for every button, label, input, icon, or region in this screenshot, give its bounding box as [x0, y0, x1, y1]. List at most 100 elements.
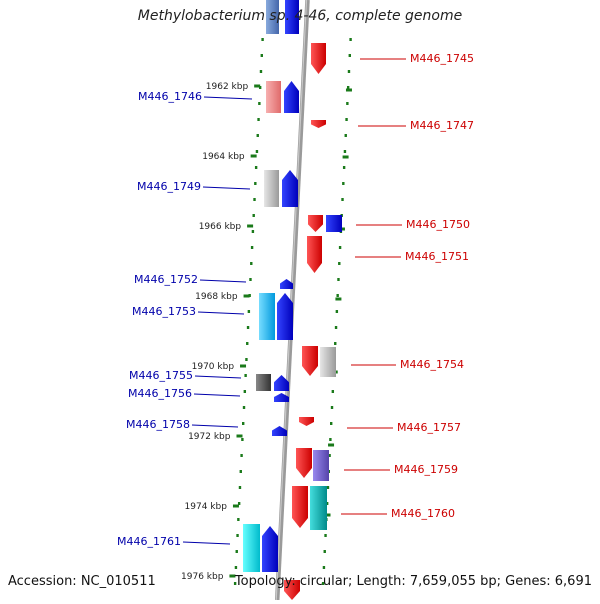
outer-ruler-track-dot [330, 406, 334, 409]
gene-feature-homolog [259, 293, 275, 340]
gene-feature-homolog [310, 486, 327, 530]
outer-ruler-track-dot [323, 550, 326, 553]
gene-label: M446_1746 [138, 90, 202, 103]
gene-feature-homolog [266, 81, 281, 113]
gene-feature-homolog [264, 170, 279, 207]
gene-label: M446_1745 [410, 52, 474, 65]
gene-label: M446_1754 [400, 358, 464, 371]
outer-ruler-track-dot [321, 582, 325, 585]
outer-ruler-track-dot [337, 278, 340, 281]
inner-ruler-track-dot [240, 454, 243, 457]
gene-leader-line [202, 186, 251, 190]
gene-feature-M446_1755 [274, 375, 289, 391]
scale-tick-label: 1962 kbp [206, 82, 249, 92]
inner-ruler-track-dot [246, 326, 250, 329]
inner-ruler-track-dot [242, 422, 245, 425]
scale-tick-label: 1972 kbp [188, 432, 231, 442]
outer-scale-tick [342, 155, 349, 159]
scale-tick [232, 504, 239, 508]
outer-scale-tick [345, 88, 352, 92]
gene-label: M446_1755 [129, 369, 193, 382]
gene-label: M446_1761 [117, 535, 181, 548]
gene-feature-partial [285, 0, 299, 34]
inner-ruler-track-dot [259, 70, 263, 73]
inner-ruler-track-dot [253, 198, 256, 201]
gene-label: M446_1752 [134, 273, 198, 286]
gene-feature-M446_1757 [299, 417, 314, 426]
gene-feature-homolog [320, 347, 336, 377]
gene-leader-line [193, 393, 241, 397]
inner-ruler-track-dot [258, 102, 261, 105]
inner-ruler-track-dot [239, 470, 242, 473]
outer-scale-tick [335, 297, 342, 301]
gene-feature-M446_1752 [280, 279, 293, 289]
gene-label: M446_1751 [405, 250, 469, 263]
scale-tick [254, 84, 261, 88]
gene-label: M446_1756 [128, 387, 192, 400]
scale-tick-label: 1966 kbp [199, 222, 242, 232]
inner-ruler-track-dot [256, 134, 259, 137]
inner-ruler-track-dot [243, 390, 247, 393]
gene-label: M446_1757 [397, 421, 461, 434]
map-title: Methylobacterium sp. 4-46, complete geno… [137, 8, 463, 24]
outer-ruler-track-dot [338, 246, 342, 249]
outer-ruler-track-dot [326, 486, 330, 489]
gene-feature-M446_1756 [274, 393, 289, 402]
gene-label: M446_1758 [126, 418, 190, 431]
gene-leader-line [194, 375, 242, 379]
gene-feature-M446_1754 [302, 346, 318, 376]
inner-ruler-track-dot [235, 550, 238, 553]
genome-backbone-highlight [275, 0, 308, 601]
inner-ruler-track-dot [254, 166, 258, 169]
inner-ruler-track-dot [254, 182, 257, 185]
outer-ruler-track-dot [324, 534, 327, 537]
inner-ruler-track-dot [251, 230, 255, 233]
outer-ruler-track-dot [329, 438, 332, 441]
gene-feature-homolog [243, 524, 260, 572]
scale-tick [247, 224, 254, 228]
gene-label: M446_1753 [132, 305, 196, 318]
scale-tick-label: 1976 kbp [181, 572, 224, 582]
inner-ruler-track-dot [237, 502, 241, 505]
gene-feature-M446_1758 [272, 426, 287, 436]
gene-feature-partial [284, 580, 300, 600]
gene-feature-M446_1750 [308, 215, 323, 232]
outer-ruler-track-dot [328, 454, 331, 457]
outer-ruler-track-dot [325, 502, 329, 505]
inner-ruler-track-dot [250, 246, 254, 249]
outer-ruler-track-dot [342, 166, 346, 169]
gene-label: M446_1760 [391, 507, 455, 520]
gene-feature-M446_1751 [307, 236, 322, 273]
outer-ruler-track-dot [344, 134, 347, 137]
gene-feature-M446_1753 [277, 293, 293, 340]
gene-feature-homolog [313, 450, 329, 481]
gene-label: M446_1759 [394, 463, 458, 476]
inner-ruler-track-dot [261, 38, 264, 41]
scale-tick-label: 1970 kbp [192, 362, 235, 372]
gene-feature-M446_1745 [311, 43, 326, 74]
inner-ruler-track-dot [246, 342, 249, 345]
outer-ruler-track-dot [331, 390, 335, 393]
inner-ruler-track-dot [252, 214, 255, 217]
outer-ruler-track-dot [348, 54, 351, 57]
gene-feature-M446_1749 [282, 170, 298, 207]
scale-tick [229, 574, 236, 578]
outer-ruler-track-dot [330, 422, 333, 425]
outer-ruler-track-dot [346, 86, 350, 89]
accession-text: Accession: NC_010511 [8, 574, 156, 589]
inner-ruler-track-dot [234, 566, 238, 569]
outer-ruler-track-dot [341, 198, 344, 201]
outer-ruler-track-dot [349, 38, 352, 41]
outer-ruler-track-dot [347, 70, 351, 73]
outer-ruler-track-dot [335, 310, 339, 313]
scale-tick-label: 1974 kbp [185, 502, 228, 512]
inner-ruler-track-dot [248, 294, 251, 297]
gene-feature-partial [266, 0, 279, 34]
gene-leader-line [197, 311, 245, 315]
inner-ruler-track-dot [250, 262, 253, 265]
gene-label: M446_1750 [406, 218, 470, 231]
gene-leader-line [191, 424, 239, 428]
gene-feature-M446_1747 [311, 120, 326, 128]
